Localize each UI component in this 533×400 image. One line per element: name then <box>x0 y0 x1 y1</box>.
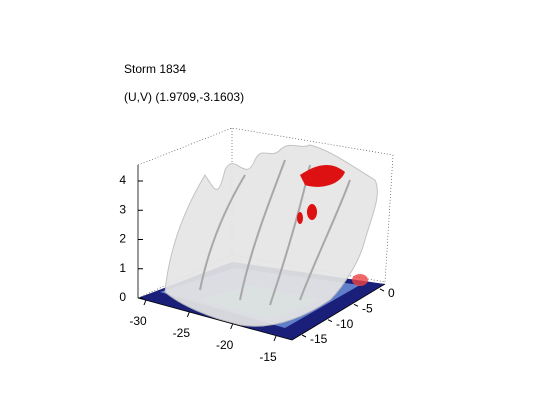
red-isosurface <box>300 164 345 187</box>
isosurface-ridge <box>199 159 351 306</box>
x-tick-label: -20 <box>216 338 234 352</box>
y-tick <box>379 288 385 292</box>
z-tick-label: 2 <box>119 232 126 246</box>
title: Storm 1834 <box>124 62 186 76</box>
z-tick-label: 1 <box>119 261 126 275</box>
y-tick-label: -15 <box>310 332 328 346</box>
z-tick-label: 4 <box>119 173 126 187</box>
x-axis <box>137 297 293 341</box>
red-isosurface <box>307 204 317 220</box>
x-tick <box>143 299 147 306</box>
x-tick-label: -30 <box>129 314 147 328</box>
isosurface <box>164 144 378 327</box>
red-isosurface <box>297 212 303 224</box>
y-tick-label: -10 <box>336 317 354 331</box>
x-tick <box>230 323 234 330</box>
z-tick-label: 0 <box>119 290 126 304</box>
subtitle: (U,V) (1.9709,-3.1603) <box>124 90 244 104</box>
y-tick <box>301 334 307 338</box>
y-tick <box>353 303 359 307</box>
y-axis <box>291 283 386 341</box>
x-tick <box>186 311 190 318</box>
z-tick-label: 3 <box>119 202 126 216</box>
y-tick-label: 0 <box>388 286 395 300</box>
x-tick-label: -25 <box>173 326 191 340</box>
x-tick <box>273 335 277 342</box>
x-tick-label: -15 <box>259 350 277 364</box>
red-isosurface <box>352 274 368 286</box>
y-tick-label: -5 <box>362 302 373 316</box>
y-tick <box>327 319 333 323</box>
